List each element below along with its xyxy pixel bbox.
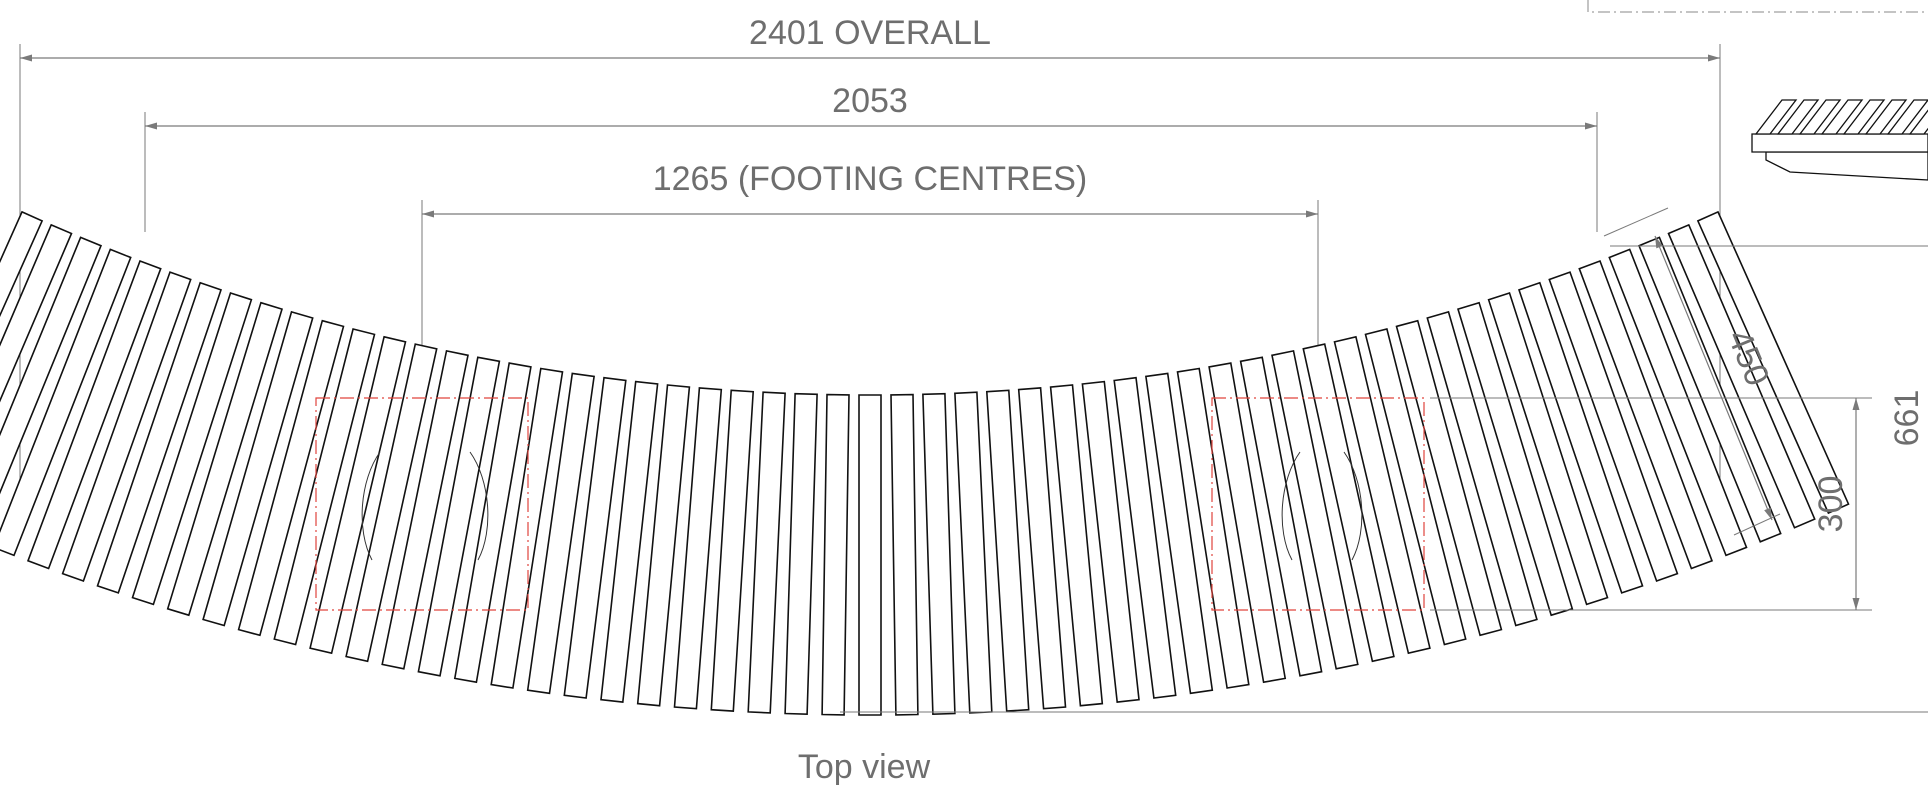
iso-slat — [1886, 99, 1928, 135]
footing-depth-label: 300 — [1812, 476, 1850, 533]
bench-slat — [1426, 310, 1538, 627]
bench-slat — [1333, 335, 1431, 655]
bench-slats — [0, 210, 1850, 716]
bench-slat — [26, 259, 162, 570]
bench-slat — [0, 236, 103, 495]
isometric-preview — [1751, 99, 1928, 181]
bench-slat — [273, 328, 376, 646]
iso-slat — [1798, 99, 1842, 135]
iso-slat — [1820, 99, 1864, 135]
footing-dimension-label: 1265 (FOOTING CENTRES) — [653, 160, 1088, 198]
bench-slat — [1457, 301, 1574, 617]
bench-slat — [1517, 281, 1644, 594]
bench-slat — [821, 393, 850, 716]
bench-slat — [636, 384, 691, 707]
bench-slat — [417, 356, 501, 677]
bench-slat — [202, 310, 314, 627]
bench-slat — [673, 387, 723, 710]
bench-slat — [0, 248, 132, 557]
bench-slat — [1239, 356, 1323, 677]
bench-slat — [1395, 319, 1503, 637]
iso-slat — [1776, 99, 1820, 135]
bench-slat — [0, 210, 44, 318]
left-footing — [315, 397, 529, 611]
title-frame — [1587, 0, 1928, 13]
bench-slat — [563, 376, 627, 699]
footing-depth-dimension: 300 — [1812, 398, 1860, 610]
bench-slat — [1364, 328, 1467, 646]
iso-slat — [1864, 99, 1908, 135]
view-title: Top view — [798, 748, 931, 786]
bench-slat — [954, 391, 993, 714]
bench-slat — [61, 271, 192, 583]
bench-slat — [747, 391, 786, 714]
bench-slat — [490, 367, 564, 689]
bench-slat — [1302, 343, 1395, 663]
bench-slat — [166, 301, 283, 617]
bench-slat — [1049, 384, 1104, 707]
bench-slat — [381, 349, 469, 670]
bench-slat — [1081, 380, 1140, 703]
bench-slat — [1017, 387, 1067, 710]
footing-dimension: 1265 (FOOTING CENTRES) — [421, 160, 1319, 390]
bench-slat — [131, 291, 253, 606]
bench-slat — [858, 394, 882, 716]
bench-slat — [0, 223, 73, 403]
bench-slat — [1487, 291, 1609, 606]
bench-slat — [710, 389, 755, 712]
bench-slat — [1113, 376, 1177, 699]
bench-slat — [600, 380, 659, 703]
bench-slat — [1271, 349, 1359, 670]
bench-slat — [96, 281, 223, 594]
right-footing — [1211, 397, 1425, 611]
bench-slat — [784, 392, 818, 716]
bench-slat — [237, 319, 345, 637]
bench-slat — [1144, 372, 1214, 695]
bench-slat — [453, 362, 532, 684]
bench-slat — [1548, 271, 1679, 583]
bench-slat — [1208, 362, 1287, 684]
bench-slat — [345, 343, 438, 663]
bench-slat — [526, 372, 596, 695]
iso-slat — [1842, 99, 1886, 135]
iso-slat — [1754, 99, 1798, 135]
overall-dimension: 2401 OVERALL — [19, 14, 1721, 530]
bench-slat — [922, 392, 956, 716]
inner-dimension-label: 2053 — [832, 82, 908, 120]
iso-slat — [1908, 109, 1928, 135]
bench-slat — [309, 335, 407, 655]
bench-slat — [890, 393, 919, 716]
overall-dimension-label: 2401 OVERALL — [749, 14, 991, 52]
bench-slat — [1176, 367, 1250, 689]
footings — [315, 397, 1425, 611]
bench-slat — [985, 389, 1030, 712]
total-depth-label: 661 — [1888, 390, 1926, 447]
total-depth-dimension: 661 — [1888, 390, 1926, 447]
inner-dimension: 2053 — [144, 82, 1598, 232]
